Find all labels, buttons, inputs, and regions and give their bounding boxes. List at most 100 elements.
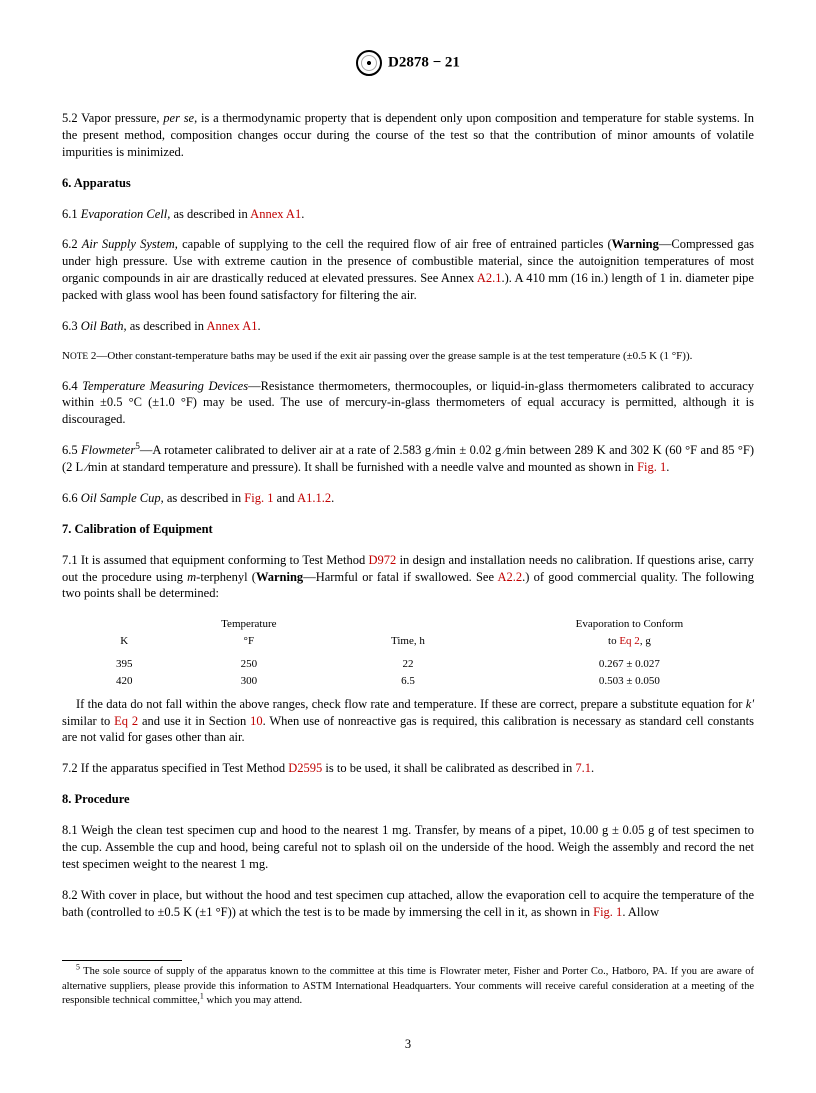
link-section-10[interactable]: 10 [250, 714, 263, 728]
para-6-3: 6.3 Oil Bath, as described in Annex A1. [62, 318, 754, 335]
astm-logo-icon [356, 50, 382, 76]
footnote-area: 5 The sole source of supply of the appar… [62, 960, 754, 1008]
para-6-4: 6.4 Temperature Measuring Devices—Resist… [62, 378, 754, 429]
heading-7: 7. Calibration of Equipment [62, 521, 754, 538]
page: D2878 − 21 5.2 Vapor pressure, per se, i… [0, 0, 816, 1093]
text-italic: Temperature Measuring Devices [82, 379, 248, 393]
text: The sole source of supply of the apparat… [62, 966, 754, 1005]
cell: 6.5 [311, 673, 505, 690]
para-6-2: 6.2 Air Supply System, capable of supply… [62, 236, 754, 304]
text-italic: m [187, 570, 196, 584]
col-evap: Evaporation to Conform [505, 616, 754, 633]
text: 6.5 [62, 443, 81, 457]
link-a2-1[interactable]: A2.1 [477, 271, 502, 285]
text: 7.1 It is assumed that equipment conform… [62, 553, 369, 567]
text-italic: Oil Bath, [81, 319, 127, 333]
text: as described in [127, 319, 207, 333]
text: . [591, 761, 594, 775]
cell: 22 [311, 656, 505, 673]
table-row: 420 300 6.5 0.503 ± 0.050 [62, 673, 754, 690]
text-italic: Oil Sample Cup, [81, 491, 164, 505]
cell: 420 [62, 673, 187, 690]
text: . [666, 460, 669, 474]
link-eq-2[interactable]: Eq 2 [114, 714, 138, 728]
para-8-1: 8.1 Weigh the clean test specimen cup an… [62, 822, 754, 873]
link-7-1[interactable]: 7.1 [575, 761, 591, 775]
heading-6: 6. Apparatus [62, 175, 754, 192]
note-label: NOTE [62, 350, 88, 362]
col-temperature: Temperature [187, 616, 312, 633]
text: . Allow [622, 905, 659, 919]
text-bold: Warning [256, 570, 303, 584]
text-italic: Evaporation Cell, [81, 207, 171, 221]
para-7-1-cont: If the data do not fall within the above… [62, 696, 754, 747]
note-2: NOTE 2—Other constant-temperature baths … [62, 349, 754, 364]
table-row: 395 250 22 0.267 ± 0.027 [62, 656, 754, 673]
cell: 0.503 ± 0.050 [505, 673, 754, 690]
link-fig-1[interactable]: Fig. 1 [593, 905, 622, 919]
text-bold: Warning [612, 237, 659, 251]
table-row: Temperature Evaporation to Conform [62, 616, 754, 633]
text: as described in [164, 491, 245, 505]
cell: 250 [187, 656, 312, 673]
text-italic: per se [163, 111, 194, 125]
page-number: 3 [62, 1036, 754, 1053]
link-fig-1[interactable]: Fig. 1 [244, 491, 273, 505]
table-row: K °F Time, h to Eq 2, g [62, 633, 754, 650]
text-italic: k' [746, 697, 754, 711]
text: to [608, 635, 619, 647]
para-6-6: 6.6 Oil Sample Cup, as described in Fig.… [62, 490, 754, 507]
text: 5.2 Vapor pressure, [62, 111, 163, 125]
text: and use it in Section [138, 714, 250, 728]
calibration-table: Temperature Evaporation to Conform K °F … [62, 616, 754, 689]
text: 7.2 If the apparatus specified in Test M… [62, 761, 288, 775]
text-italic: Flowmeter [81, 443, 135, 457]
para-7-2: 7.2 If the apparatus specified in Test M… [62, 760, 754, 777]
para-5-2: 5.2 Vapor pressure, per se, is a thermod… [62, 110, 754, 161]
text: . [331, 491, 334, 505]
link-annex-a1[interactable]: Annex A1 [250, 207, 301, 221]
col-time: Time, h [311, 633, 505, 650]
link-d2595[interactable]: D2595 [288, 761, 322, 775]
text: If the data do not fall within the above… [76, 697, 746, 711]
text: —Harmful or fatal if swallowed. See [303, 570, 497, 584]
para-6-1: 6.1 Evaporation Cell, as described in An… [62, 206, 754, 223]
link-eq-2[interactable]: Eq 2 [619, 635, 639, 647]
link-d972[interactable]: D972 [369, 553, 397, 567]
link-a2-2[interactable]: A2.2 [498, 570, 523, 584]
heading-8: 8. Procedure [62, 791, 754, 808]
doc-header: D2878 − 21 [62, 50, 754, 76]
text: 6.6 [62, 491, 81, 505]
link-a1-1-2[interactable]: A1.1.2 [297, 491, 331, 505]
para-8-2: 8.2 With cover in place, but without the… [62, 887, 754, 921]
col-evap-2: to Eq 2, g [505, 633, 754, 650]
text: -terphenyl ( [196, 570, 256, 584]
col-k: K [62, 633, 187, 650]
para-6-5: 6.5 Flowmeter5—A rotameter calibrated to… [62, 442, 754, 476]
text: similar to [62, 714, 114, 728]
para-7-1: 7.1 It is assumed that equipment conform… [62, 552, 754, 603]
text: which you may attend. [204, 995, 302, 1006]
text: . [301, 207, 304, 221]
doc-id: D2878 − 21 [388, 54, 460, 70]
link-annex-a1[interactable]: Annex A1 [206, 319, 257, 333]
text: , g [640, 635, 651, 647]
cell: 0.267 ± 0.027 [505, 656, 754, 673]
col-f: °F [187, 633, 312, 650]
text: capable of supplying to the cell the req… [178, 237, 612, 251]
footnote-5: 5 The sole source of supply of the appar… [62, 965, 754, 1008]
text: . [257, 319, 260, 333]
text: 6.2 [62, 237, 82, 251]
text: 6.3 [62, 319, 81, 333]
text: Evaporation to Conform [576, 618, 684, 630]
text: 6.1 [62, 207, 81, 221]
note-text: 2—Other constant-temperature baths may b… [91, 350, 693, 362]
text: and [273, 491, 297, 505]
text: 6.4 [62, 379, 82, 393]
text-italic: Air Supply System, [82, 237, 178, 251]
text: as described in [170, 207, 250, 221]
link-fig-1[interactable]: Fig. 1 [637, 460, 666, 474]
cell: 300 [187, 673, 312, 690]
text: is to be used, it shall be calibrated as… [322, 761, 575, 775]
footnote-rule [62, 960, 182, 961]
